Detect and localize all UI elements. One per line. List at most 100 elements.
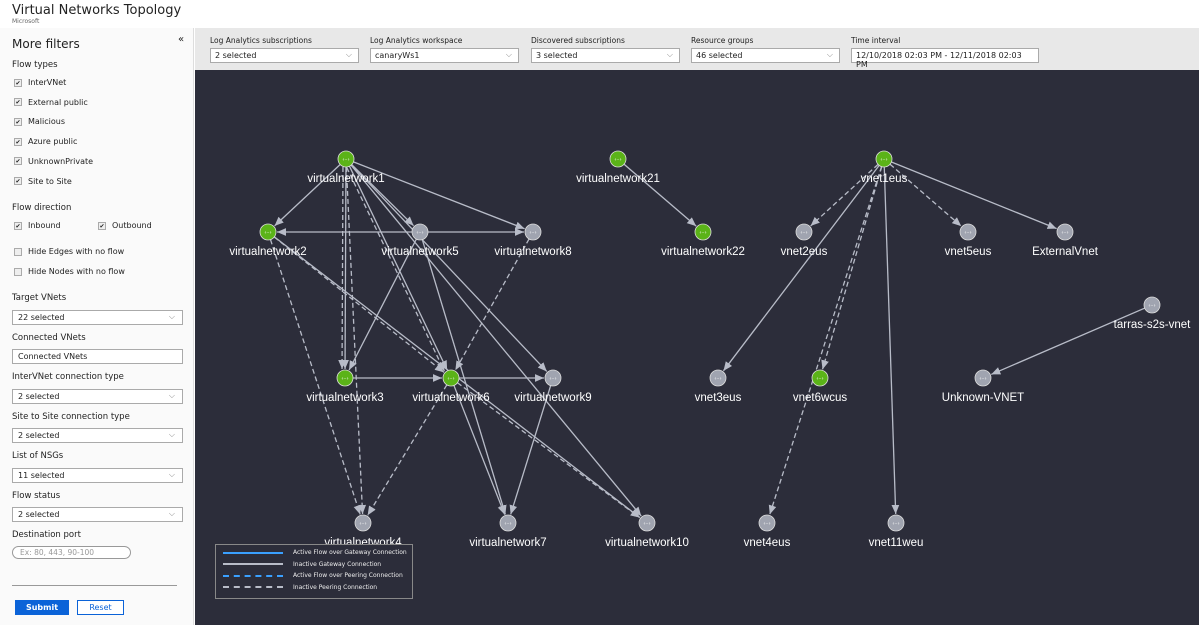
edge-v1eus-v2eus[interactable] <box>810 163 879 227</box>
vnet-icon[interactable] <box>694 223 712 241</box>
edge-vn1-vn6[interactable] <box>346 167 445 372</box>
edge-vn9-vn7[interactable] <box>509 385 552 515</box>
s2s-type-dropdown[interactable]: 2 selected ⌵ <box>12 428 183 443</box>
nsgs-dropdown[interactable]: 11 selected ⌵ <box>12 468 183 483</box>
edge-vn1-vn2[interactable] <box>274 163 341 227</box>
reset-button[interactable]: Reset <box>77 600 124 615</box>
node-vn8[interactable]: ‹··› virtualnetwork8 <box>494 223 572 258</box>
node-v1eus[interactable]: ‹··› vnet1eus <box>861 150 908 185</box>
node-v2eus[interactable]: ‹··› vnet2eus <box>781 223 828 258</box>
filter-dropdown[interactable]: 3 selected ⌵ <box>531 48 680 63</box>
node-unk[interactable]: ‹··› Unknown-VNET <box>942 369 1024 404</box>
outbound-checkbox[interactable]: ✔ Outbound <box>98 221 152 230</box>
edge-vn5-vn7[interactable] <box>421 239 507 515</box>
vnet-icon[interactable] <box>524 223 542 241</box>
flow-type-checkbox[interactable]: ✔ External public <box>14 98 88 107</box>
node-vn21[interactable]: ‹··› virtualnetwork21 <box>576 150 660 185</box>
edge-vn1-vn5[interactable] <box>351 164 415 227</box>
vnet-icon[interactable] <box>709 369 727 387</box>
node-vn9[interactable]: ‹··› virtualnetwork9 <box>514 369 592 404</box>
submit-button[interactable]: Submit <box>15 600 69 615</box>
vnet-icon[interactable] <box>411 223 429 241</box>
vnet-icon[interactable] <box>259 223 277 241</box>
edge-tarras-unk[interactable] <box>991 307 1145 376</box>
vnet-icon[interactable] <box>354 514 372 532</box>
node-vn22[interactable]: ‹··› virtualnetwork22 <box>661 223 745 258</box>
node-ext[interactable]: ‹··› ExternalVnet <box>1032 223 1099 258</box>
vnet-icon[interactable] <box>638 514 656 532</box>
flow-type-checkbox[interactable]: ✔ Azure public <box>14 137 77 146</box>
target-vnets-dropdown[interactable]: 22 selected ⌵ <box>12 310 183 325</box>
edge-vn1-vn6[interactable] <box>348 165 448 371</box>
edge-vn1-vn3[interactable] <box>338 166 346 369</box>
inbound-checkbox[interactable]: ✔ Inbound <box>14 221 61 230</box>
node-v11weu[interactable]: ‹··› vnet11weu <box>869 514 924 549</box>
edge-v1eus-ext[interactable] <box>891 161 1057 230</box>
vnet-icon[interactable] <box>758 514 776 532</box>
node-vn7[interactable]: ‹··› virtualnetwork7 <box>469 514 547 549</box>
filter-dropdown[interactable]: 12/10/2018 02:03 PM - 12/11/2018 02:03 P… <box>851 48 1039 69</box>
hide-edges-checkbox[interactable]: Hide Edges with no flow <box>14 247 124 256</box>
node-tarras[interactable]: ‹··› tarras-s2s-vnet <box>1114 296 1191 331</box>
vnet-icon[interactable] <box>499 514 517 532</box>
hide-nodes-checkbox[interactable]: Hide Nodes with no flow <box>14 267 125 276</box>
dest-port-input[interactable]: Ex: 80, 443, 90-100 <box>12 546 131 559</box>
flow-status-dropdown[interactable]: 2 selected ⌵ <box>12 507 183 522</box>
edge-vn8-vn6[interactable] <box>454 238 530 371</box>
connected-vnets-input[interactable]: Connected VNets <box>12 349 183 364</box>
edge-v1eus-v11weu[interactable] <box>883 166 900 515</box>
edge-v1eus-v6wcus[interactable] <box>821 166 883 370</box>
filter-label: Time interval <box>851 36 901 45</box>
vnet-icon[interactable] <box>811 369 829 387</box>
vnet-icon[interactable] <box>887 514 905 532</box>
vnet-icon[interactable] <box>337 150 355 168</box>
edge-vn1-vn4[interactable] <box>345 166 367 515</box>
node-v3eus[interactable]: ‹··› vnet3eus <box>695 369 742 404</box>
node-vn1[interactable]: ‹··› virtualnetwork1 <box>307 150 385 185</box>
topology-canvas[interactable]: ‹··› virtualnetwork1 ‹··› virtualnetwork21 ‹… <box>195 70 1199 625</box>
edge-vn2-vn6[interactable] <box>273 236 445 373</box>
edge-vn5-vn3[interactable] <box>348 238 417 371</box>
vnet-icon[interactable] <box>1143 296 1161 314</box>
edge-v1eus-v3eus[interactable] <box>722 164 880 372</box>
edge-vn2-vn4[interactable] <box>269 239 362 515</box>
filter-dropdown[interactable]: canaryWs1 ⌵ <box>370 48 519 63</box>
node-v4eus[interactable]: ‹··› vnet4eus <box>744 514 791 549</box>
topology-graph[interactable]: ‹··›virtualnetwork1 ‹··›virtualnetwork21 ‹… <box>195 70 1199 625</box>
flow-type-checkbox[interactable]: ✔ Malicious <box>14 117 65 126</box>
node-vn10[interactable]: ‹··› virtualnetwork10 <box>605 514 689 549</box>
filter-dropdown[interactable]: 46 selected ⌵ <box>691 48 840 63</box>
vnet-icon[interactable] <box>609 150 627 168</box>
vnet-icon[interactable] <box>795 223 813 241</box>
vnet-icon[interactable] <box>959 223 977 241</box>
edge-vn1-vn8[interactable] <box>353 161 525 230</box>
flow-type-checkbox[interactable]: ✔ InterVNet <box>14 78 66 87</box>
edge-vn6-vn4[interactable] <box>367 384 448 516</box>
edge-vn1-vn10[interactable] <box>350 164 642 517</box>
edge-vn21-vn22[interactable] <box>623 163 697 227</box>
vnet-icon[interactable] <box>1056 223 1074 241</box>
node-v5eus[interactable]: ‹··› vnet5eus <box>945 223 992 258</box>
node-vn5[interactable]: ‹··› virtualnetwork5 <box>381 223 459 258</box>
edge-vn6-vn7[interactable] <box>453 385 506 515</box>
collapse-sidebar-icon[interactable]: « <box>178 34 185 45</box>
edge-vn1-vn9[interactable] <box>351 164 548 372</box>
vnet-icon[interactable] <box>442 369 460 387</box>
edge-vn6-vn10[interactable] <box>457 382 641 519</box>
flow-type-checkbox[interactable]: ✔ UnknownPrivate <box>14 157 93 166</box>
vnet-glyph-icon: ‹··› <box>800 230 807 236</box>
node-vn6[interactable]: ‹··› virtualnetwork6 <box>412 369 490 404</box>
vnet-icon[interactable] <box>974 369 992 387</box>
node-v6wcus[interactable]: ‹··› vnet6wcus <box>793 369 848 404</box>
edge-vn1-vn3[interactable] <box>341 166 349 370</box>
edge-v1eus-v4eus[interactable] <box>768 166 883 515</box>
vnet-icon[interactable] <box>336 369 354 387</box>
vnet-icon[interactable] <box>544 369 562 387</box>
filter-dropdown[interactable]: 2 selected ⌵ <box>210 48 359 63</box>
node-vn3[interactable]: ‹··› virtualnetwork3 <box>306 369 384 404</box>
vnet-icon[interactable] <box>875 150 893 168</box>
intervnet-type-dropdown[interactable]: 2 selected ⌵ <box>12 389 183 404</box>
flow-status-label: Flow status <box>12 491 61 501</box>
flow-type-checkbox[interactable]: ✔ Site to Site <box>14 177 72 186</box>
node-vn2[interactable]: ‹··› virtualnetwork2 <box>229 223 307 258</box>
